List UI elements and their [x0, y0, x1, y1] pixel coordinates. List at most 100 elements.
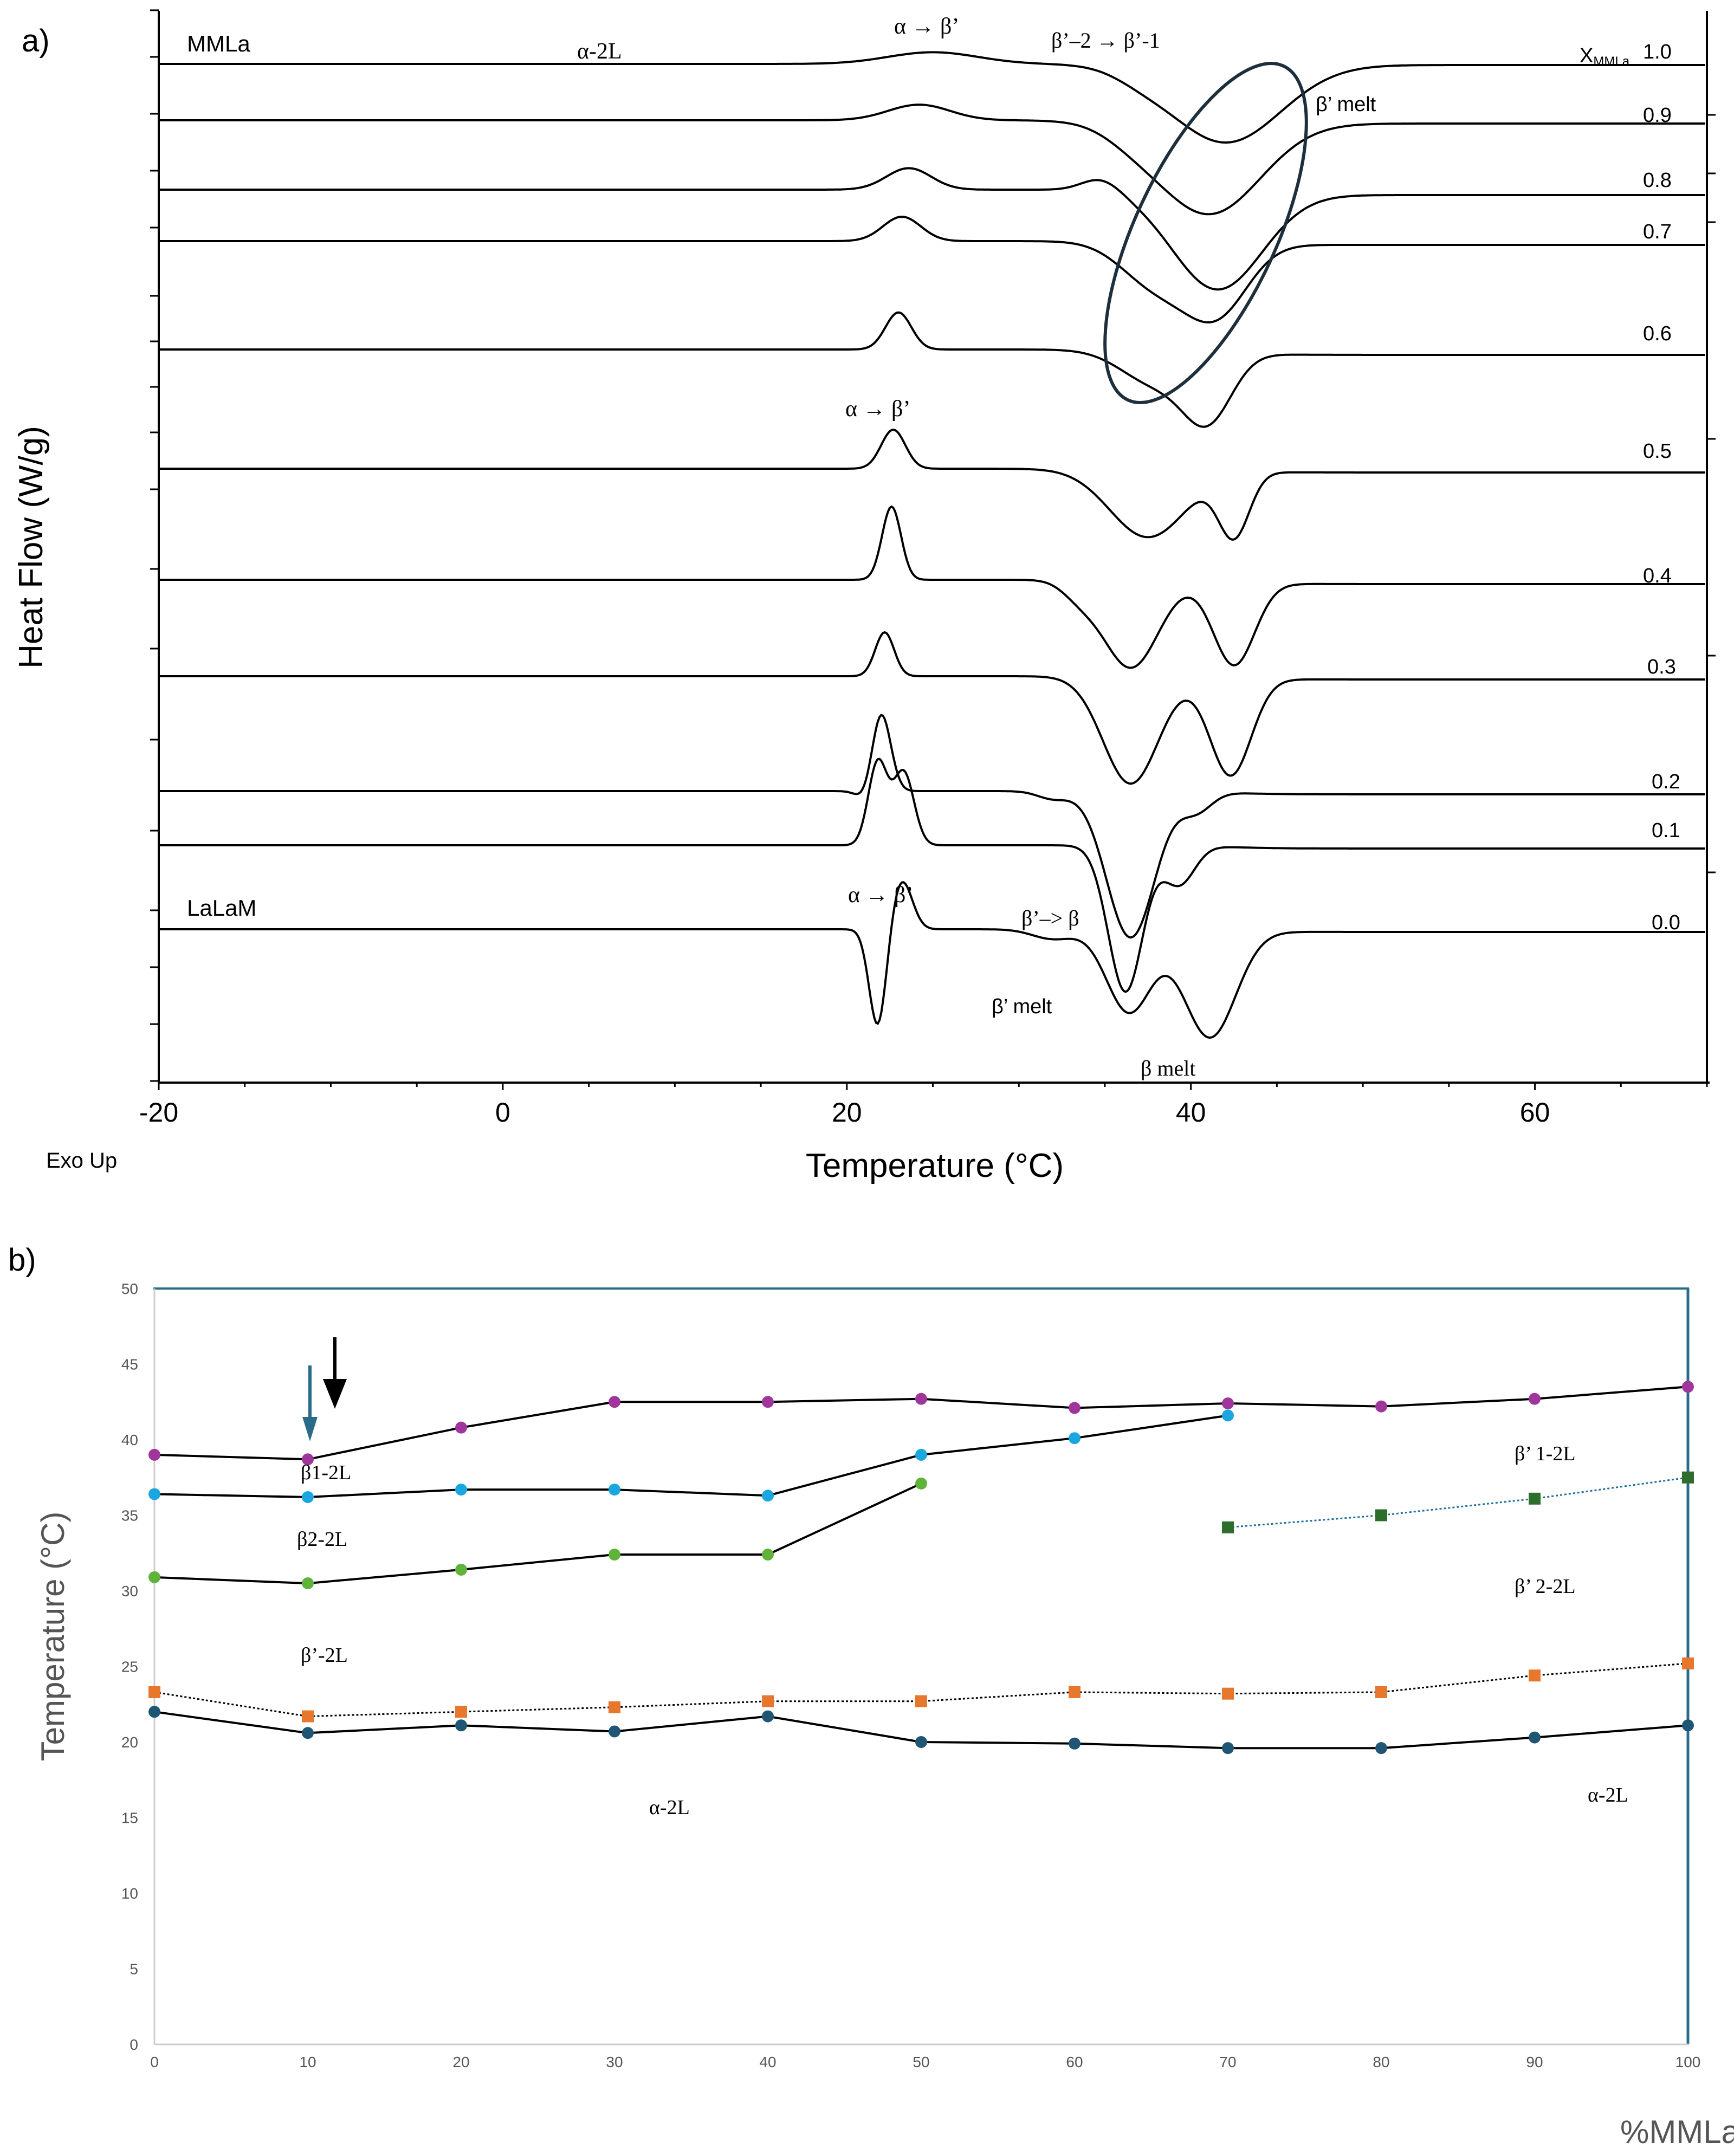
- phase-marker-circle: [1375, 1742, 1387, 1754]
- dsc-curve: [159, 757, 1705, 993]
- panel-b-ytick-label: 30: [121, 1583, 138, 1600]
- phase-marker-circle: [1222, 1397, 1234, 1410]
- lalam-label: LaLaM: [187, 895, 256, 921]
- annotation-alpha-beta-bottom: α → β’: [848, 883, 913, 908]
- annotation-alpha-2L-a: α-2L: [577, 39, 622, 64]
- phase-marker-circle: [609, 1549, 620, 1561]
- panel-b-ytick-label: 35: [121, 1507, 138, 1524]
- panel-b-xtick-label: 10: [299, 2054, 316, 2070]
- panel-a-curves: [159, 51, 1705, 1039]
- panel-b-ytick-label: 25: [121, 1659, 138, 1675]
- dsc-curve: [159, 51, 1705, 144]
- phase-marker-circle: [762, 1710, 774, 1723]
- dsc-curve: [159, 631, 1705, 785]
- panel-a-xtick-label: 0: [495, 1097, 510, 1128]
- panel-a-xtick-label: 20: [832, 1097, 862, 1128]
- phase-marker-circle: [455, 1719, 467, 1732]
- phase-marker-circle: [1069, 1737, 1080, 1750]
- dsc-curve: [159, 103, 1705, 216]
- curve-fraction-label: 1.0: [1643, 41, 1672, 63]
- phase-marker-square: [1069, 1686, 1080, 1698]
- black-arrow: [323, 1337, 347, 1409]
- annotation-beta2-beta1: β’–2 → β’-1: [1051, 28, 1160, 53]
- panel-b-ytick-label: 20: [121, 1734, 138, 1751]
- phase-marker-square: [148, 1686, 160, 1698]
- panel-b-ytick-label: 40: [121, 1432, 138, 1448]
- phase-marker-circle: [915, 1393, 927, 1405]
- phase-marker-circle: [1529, 1731, 1541, 1744]
- dsc-curve: [159, 714, 1705, 939]
- phase-marker-circle: [762, 1490, 774, 1502]
- phase-marker-circle: [762, 1396, 774, 1408]
- phase-marker-circle: [148, 1448, 160, 1461]
- panel-b-xtick-label: 0: [150, 2054, 159, 2070]
- curve-fraction-label: 0.3: [1647, 656, 1676, 678]
- annotation-beta-to-beta: β’–> β: [1021, 906, 1079, 930]
- panel-b-xtick-label: 100: [1675, 2054, 1701, 2070]
- phase-marker-circle: [455, 1421, 467, 1434]
- blue-arrow: [302, 1365, 318, 1441]
- dsc-curve: [159, 428, 1705, 541]
- phase-marker-square: [762, 1695, 774, 1707]
- phase-marker-square: [302, 1710, 314, 1723]
- phase-marker-square: [1222, 1521, 1234, 1533]
- dsc-curve: [159, 881, 1705, 1039]
- phase-marker-circle: [1682, 1381, 1694, 1393]
- phase-marker-circle: [915, 1448, 927, 1461]
- phase-line: [154, 1414, 1228, 1499]
- phase-marker-circle: [302, 1491, 314, 1504]
- annotation-beta-melt: β melt: [1141, 1056, 1195, 1080]
- panel-b-tick-labels: 0 10 20 30 40 50 60 70 80 90 100 0 5 10 15 20 25 30 35 40 45…: [121, 1280, 1701, 2070]
- panel-b-xtick-label: 60: [1066, 2054, 1083, 2070]
- annotation-beta-prime-melt: β’ melt: [992, 995, 1052, 1018]
- panel-b-ytick-label: 10: [121, 1885, 138, 1902]
- exo-up-note: Exo Up: [46, 1149, 117, 1173]
- fraction-header: XMMLa: [1580, 44, 1630, 69]
- mmla-label: MMLa: [187, 31, 250, 56]
- phase-marker-circle: [609, 1484, 620, 1496]
- annotation-alpha-2L-b-right: α-2L: [1588, 1784, 1628, 1807]
- annotation-betaprime2-2L: β’ 2-2L: [1515, 1575, 1576, 1598]
- phase-marker-square: [1529, 1492, 1541, 1505]
- phase-marker-circle: [148, 1706, 160, 1718]
- phase-marker-square: [1682, 1471, 1694, 1484]
- blue-arrow-head: [302, 1417, 318, 1441]
- phase-marker-circle: [302, 1727, 314, 1739]
- annotation-betaprime-2L: β’-2L: [301, 1644, 348, 1667]
- panel-a-xlabel: Temperature (°C): [806, 1147, 1064, 1184]
- phase-marker-circle: [302, 1453, 314, 1466]
- panel-b-xtick-label: 90: [1526, 2054, 1543, 2070]
- panel-a-xtick-label: 40: [1176, 1097, 1206, 1128]
- phase-marker-circle: [455, 1484, 467, 1496]
- panel-a-label: a): [22, 23, 50, 59]
- phase-marker-square: [609, 1701, 620, 1713]
- panel-b-xtick-label: 20: [452, 2054, 469, 2070]
- phase-marker-circle: [1529, 1393, 1541, 1405]
- panel-a-axes: [158, 11, 1710, 1084]
- curve-fraction-label: 0.4: [1643, 565, 1672, 587]
- annotation-alpha-2L-b-left: α-2L: [649, 1796, 690, 1819]
- phase-marker-circle: [302, 1577, 314, 1590]
- highlight-ellipse: [1103, 61, 1308, 405]
- curve-fraction-label: 0.8: [1643, 169, 1672, 192]
- phase-line: [154, 1482, 922, 1585]
- phase-marker-square: [1375, 1509, 1387, 1521]
- phase-marker-circle: [1222, 1742, 1234, 1754]
- panel-b-xtick-label: 80: [1373, 2054, 1389, 2070]
- panel-a-xtick-label: -20: [139, 1097, 178, 1128]
- phase-marker-circle: [148, 1571, 160, 1583]
- panel-b-ytick-label: 50: [121, 1280, 138, 1297]
- phase-marker-square: [915, 1695, 927, 1707]
- phase-marker-circle: [1682, 1719, 1694, 1732]
- curve-fraction-label: 0.9: [1643, 104, 1672, 127]
- panel-b-ytick-label: 0: [130, 2036, 138, 2053]
- phase-marker-square: [1375, 1686, 1387, 1698]
- dsc-curve: [159, 215, 1705, 323]
- phase-marker-circle: [609, 1725, 620, 1738]
- panel-a-xtick-label: 60: [1520, 1097, 1550, 1128]
- panel-b-ytick-label: 5: [130, 1961, 138, 1978]
- panel-b-xtick-label: 30: [606, 2054, 623, 2070]
- phase-line: [154, 1662, 1688, 1718]
- phase-marker-circle: [1375, 1400, 1387, 1413]
- phase-line: [1227, 1477, 1688, 1529]
